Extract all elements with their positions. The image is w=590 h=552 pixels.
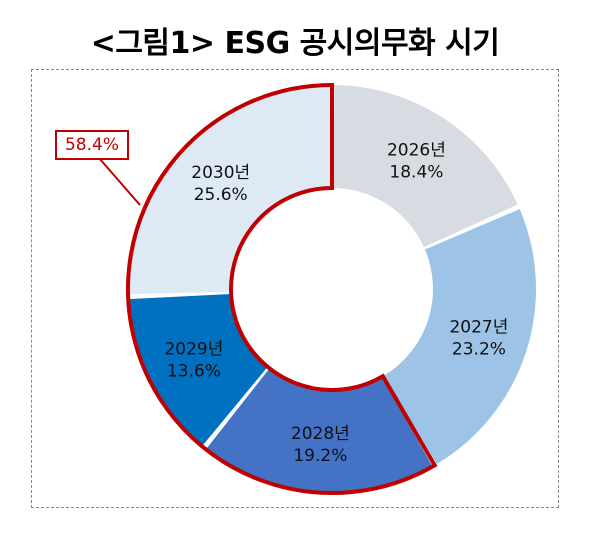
chart-frame <box>31 69 559 508</box>
donut-slice-2028년 <box>205 368 433 494</box>
highlight-outline <box>126 82 438 495</box>
highlight-total-callout: 58.4% <box>55 130 129 160</box>
donut-slice-2027년 <box>383 209 536 464</box>
slice-value-label: 23.2% <box>452 340 506 360</box>
highlight-outline-group <box>126 82 438 495</box>
slice-category-label: 2027년 <box>449 318 508 338</box>
slice-value-label: 13.6% <box>167 361 221 381</box>
slice-value-label: 18.4% <box>389 163 443 183</box>
slice-category-label: 2029년 <box>164 339 223 359</box>
donut-slices <box>127 85 536 494</box>
donut-slice-2029년 <box>128 294 268 447</box>
chart-title: <그림1> ESG 공시의무화 시기 <box>90 26 500 61</box>
callout-leader-line <box>98 157 141 206</box>
donut-slice-2026년 <box>333 85 518 248</box>
slice-value-label: 19.2% <box>293 446 347 466</box>
slice-category-label: 2030년 <box>191 163 250 183</box>
donut-slice-2030년 <box>127 85 331 295</box>
slice-category-label: 2026년 <box>387 141 446 161</box>
slice-category-label: 2028년 <box>291 424 350 444</box>
slice-value-label: 25.6% <box>194 185 248 205</box>
